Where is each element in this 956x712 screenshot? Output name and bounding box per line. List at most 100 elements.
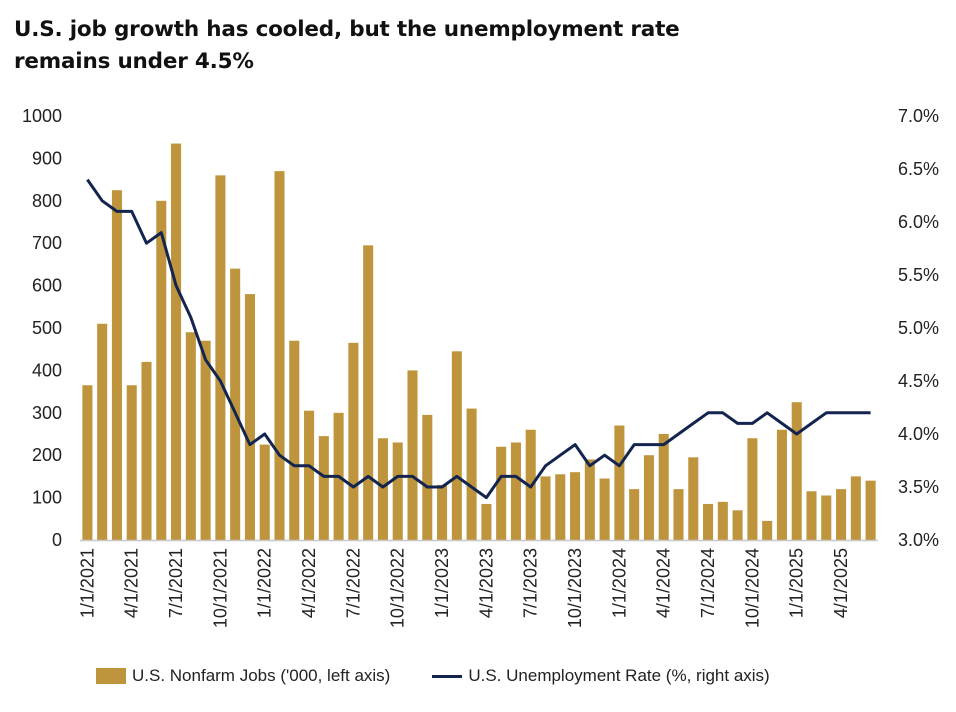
bar (555, 474, 566, 540)
bar (185, 332, 196, 540)
x-tick-label: 10/1/2022 (388, 548, 408, 628)
legend-swatch-bar (96, 668, 126, 684)
bar (348, 342, 359, 540)
bar (747, 438, 758, 540)
bar (97, 323, 108, 540)
y-right-tick-label: 6.0% (898, 212, 939, 232)
bar (274, 171, 285, 540)
bar (466, 408, 477, 540)
bar (259, 444, 270, 540)
bar (318, 436, 329, 540)
x-tick-label: 10/1/2024 (742, 548, 762, 628)
x-tick-label: 1/1/2023 (432, 548, 452, 618)
bar (82, 385, 93, 540)
legend-item-jobs: U.S. Nonfarm Jobs ('000, left axis) (96, 666, 390, 686)
x-tick-label: 4/1/2021 (122, 548, 142, 618)
y-left-tick-label: 700 (32, 233, 62, 253)
bar (821, 495, 832, 540)
bar (643, 455, 654, 540)
bar (688, 457, 699, 540)
x-tick-labels: 1/1/2021 4/1/2021 7/1/2021 10/1/2021 1/1/202… (77, 548, 851, 628)
x-tick-label: 7/1/2022 (343, 548, 363, 618)
y-left-tick-label: 0 (52, 530, 62, 550)
x-tick-label: 10/1/2023 (565, 548, 585, 628)
x-tick-label: 4/1/2025 (831, 548, 851, 618)
y-right-tick-label: 5.5% (898, 265, 939, 285)
chart-title: U.S. job growth has cooled, but the unem… (14, 17, 680, 74)
bar (703, 503, 714, 540)
bar (126, 385, 137, 540)
y-left-tick-label: 800 (32, 191, 62, 211)
y-right-tick-labels: 3.0% 3.5% 4.0% 4.5% 5.0% 5.5% 6.0% 6.5% 7.0% (898, 106, 939, 550)
bar (363, 245, 374, 540)
x-tick-label: 4/1/2023 (476, 548, 496, 618)
legend-label-unemployment: U.S. Unemployment Rate (%, right axis) (468, 666, 770, 685)
bar (806, 491, 817, 540)
bar (407, 370, 418, 540)
x-tick-label: 7/1/2023 (521, 548, 541, 618)
bar (658, 434, 669, 540)
bar (171, 143, 182, 540)
bar (629, 489, 640, 540)
x-tick-label: 4/1/2022 (299, 548, 319, 618)
unemployment-line (86, 178, 871, 500)
bar (791, 402, 802, 540)
bar-series (82, 143, 876, 541)
bar (156, 200, 167, 541)
bar (200, 340, 211, 540)
y-right-tick-label: 6.5% (898, 159, 939, 179)
x-tick-label: 7/1/2021 (166, 548, 186, 618)
bar (422, 414, 433, 540)
y-right-tick-label: 4.5% (898, 371, 939, 391)
bar (510, 442, 521, 540)
line-series (86, 178, 871, 500)
legend-label-jobs: U.S. Nonfarm Jobs ('000, left axis) (132, 666, 391, 685)
bar (230, 268, 241, 540)
bar (244, 294, 255, 540)
bar (481, 503, 492, 540)
bar (111, 190, 122, 540)
y-left-tick-label: 900 (32, 148, 62, 168)
y-left-tick-label: 1000 (22, 106, 62, 126)
x-tick-label: 1/1/2021 (77, 548, 97, 618)
y-left-tick-label: 400 (32, 360, 62, 380)
y-left-tick-label: 500 (32, 318, 62, 338)
legend: U.S. Nonfarm Jobs ('000, left axis) U.S.… (96, 666, 812, 686)
x-tick-label: 7/1/2024 (698, 548, 718, 618)
x-tick-label: 1/1/2025 (787, 548, 807, 618)
y-right-tick-label: 4.0% (898, 424, 939, 444)
bar (732, 510, 743, 540)
legend-swatch-line (432, 674, 463, 678)
bar (614, 425, 625, 540)
y-left-tick-label: 200 (32, 445, 62, 465)
bar (673, 489, 684, 540)
bar (599, 478, 610, 540)
bar (304, 410, 315, 540)
legend-item-unemployment: U.S. Unemployment Rate (%, right axis) (432, 666, 770, 686)
y-right-tick-label: 7.0% (898, 106, 939, 126)
y-left-tick-label: 600 (32, 276, 62, 296)
y-right-tick-label: 3.5% (898, 477, 939, 497)
bar (289, 340, 300, 540)
y-left-tick-label: 300 (32, 403, 62, 423)
bar (437, 484, 448, 540)
x-tick-label: 1/1/2022 (255, 548, 275, 618)
bar (584, 459, 595, 540)
y-right-tick-label: 3.0% (898, 530, 939, 550)
x-tick-label: 10/1/2021 (210, 548, 230, 628)
bar (377, 438, 388, 540)
bar (215, 175, 226, 541)
y-left-tick-label: 100 (32, 488, 62, 508)
x-tick-label: 1/1/2024 (609, 548, 629, 618)
bar (496, 446, 507, 540)
bar (540, 476, 551, 540)
y-left-tick-labels: 0 100 200 300 400 500 600 700 800 900 1000 (22, 106, 62, 550)
bar (836, 489, 847, 540)
bar (850, 476, 861, 540)
bar (392, 442, 403, 540)
bar (570, 472, 581, 540)
bar (865, 480, 876, 540)
bar (776, 429, 787, 540)
x-tick-label: 4/1/2024 (654, 548, 674, 618)
